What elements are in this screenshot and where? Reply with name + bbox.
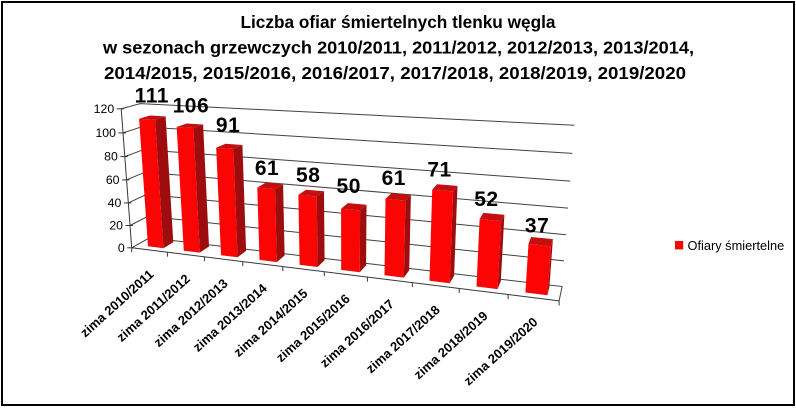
svg-text:111: 111 bbox=[135, 85, 169, 108]
svg-text:61: 61 bbox=[255, 157, 279, 180]
svg-text:Liczba ofiar śmiertelnych tlen: Liczba ofiar śmiertelnych tlenku węgla bbox=[241, 12, 556, 32]
svg-text:w sezonach grzewczych 2010/201: w sezonach grzewczych 2010/2011, 2011/20… bbox=[102, 38, 694, 58]
svg-text:100: 100 bbox=[95, 126, 116, 140]
svg-text:71: 71 bbox=[427, 158, 451, 181]
svg-text:0: 0 bbox=[118, 241, 125, 255]
svg-text:20: 20 bbox=[109, 219, 123, 233]
svg-text:106: 106 bbox=[173, 95, 210, 118]
svg-text:50: 50 bbox=[337, 175, 361, 198]
svg-text:Ofiary śmiertelne: Ofiary śmiertelne bbox=[688, 238, 785, 253]
svg-text:52: 52 bbox=[474, 188, 498, 211]
svg-text:91: 91 bbox=[216, 114, 240, 137]
svg-text:80: 80 bbox=[104, 150, 118, 164]
svg-text:2014/2015, 2015/2016, 2016/201: 2014/2015, 2015/2016, 2016/2017, 2017/20… bbox=[104, 63, 686, 83]
svg-text:61: 61 bbox=[382, 167, 406, 190]
svg-text:120: 120 bbox=[94, 102, 115, 116]
svg-text:37: 37 bbox=[525, 214, 549, 237]
svg-text:58: 58 bbox=[296, 164, 320, 187]
svg-text:40: 40 bbox=[108, 196, 122, 210]
svg-text:60: 60 bbox=[106, 173, 120, 187]
